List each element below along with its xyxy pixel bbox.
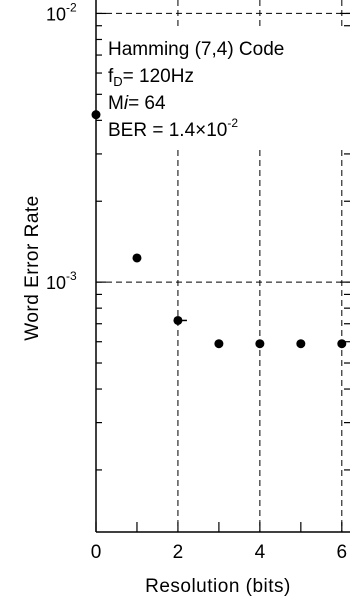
mi-italic: i (124, 93, 129, 114)
annotation-box: Hamming (7,4) Code fD= 120Hz Mi= 64 BER … (108, 39, 284, 141)
data-point (255, 339, 265, 349)
annotation-ber: BER = 1.4×10-2 (108, 116, 238, 141)
axes (95, 0, 350, 533)
annotation-background (103, 28, 350, 146)
y-tick-label: 10-2 (46, 0, 77, 24)
annotation-mi: Mi= 64 (108, 93, 166, 114)
ber-prefix: BER = 1.4×10 (108, 120, 227, 141)
fd-subscript: D (113, 74, 122, 89)
mi-symbol: M (108, 93, 124, 114)
x-tick-label: 2 (173, 542, 184, 563)
ber-exponent: -2 (227, 116, 238, 130)
data-point (132, 253, 142, 263)
fd-symbol: f (108, 66, 114, 87)
mi-value: = 64 (128, 93, 166, 114)
data-points (91, 110, 347, 349)
y-tick-labels: 10-210-3 (46, 0, 77, 293)
y-tick-exponent: -2 (66, 0, 77, 14)
y-tick-mantissa: 10 (46, 4, 66, 24)
y-tick-exponent: -3 (66, 269, 77, 283)
x-tick-label: 0 (91, 542, 102, 563)
x-tick-labels: 0 2 4 6 (91, 542, 347, 563)
y-tick-mantissa: 10 (46, 273, 66, 293)
x-tick-label: 4 (255, 542, 266, 563)
grid-lines (96, 0, 350, 532)
y-tick-label: 10-3 (46, 269, 77, 293)
data-point (337, 339, 347, 349)
data-point (296, 339, 306, 349)
fd-value: = 120Hz (123, 66, 194, 87)
data-point (91, 110, 101, 120)
annotation-title: Hamming (7,4) Code (108, 39, 284, 60)
y-axis-title: Word Error Rate (22, 195, 43, 340)
data-point (214, 339, 224, 349)
annotation-fd: fD= 120Hz (108, 66, 194, 89)
x-axis-title: Resolution (bits) (145, 576, 291, 597)
x-tick-label: 6 (337, 542, 348, 563)
